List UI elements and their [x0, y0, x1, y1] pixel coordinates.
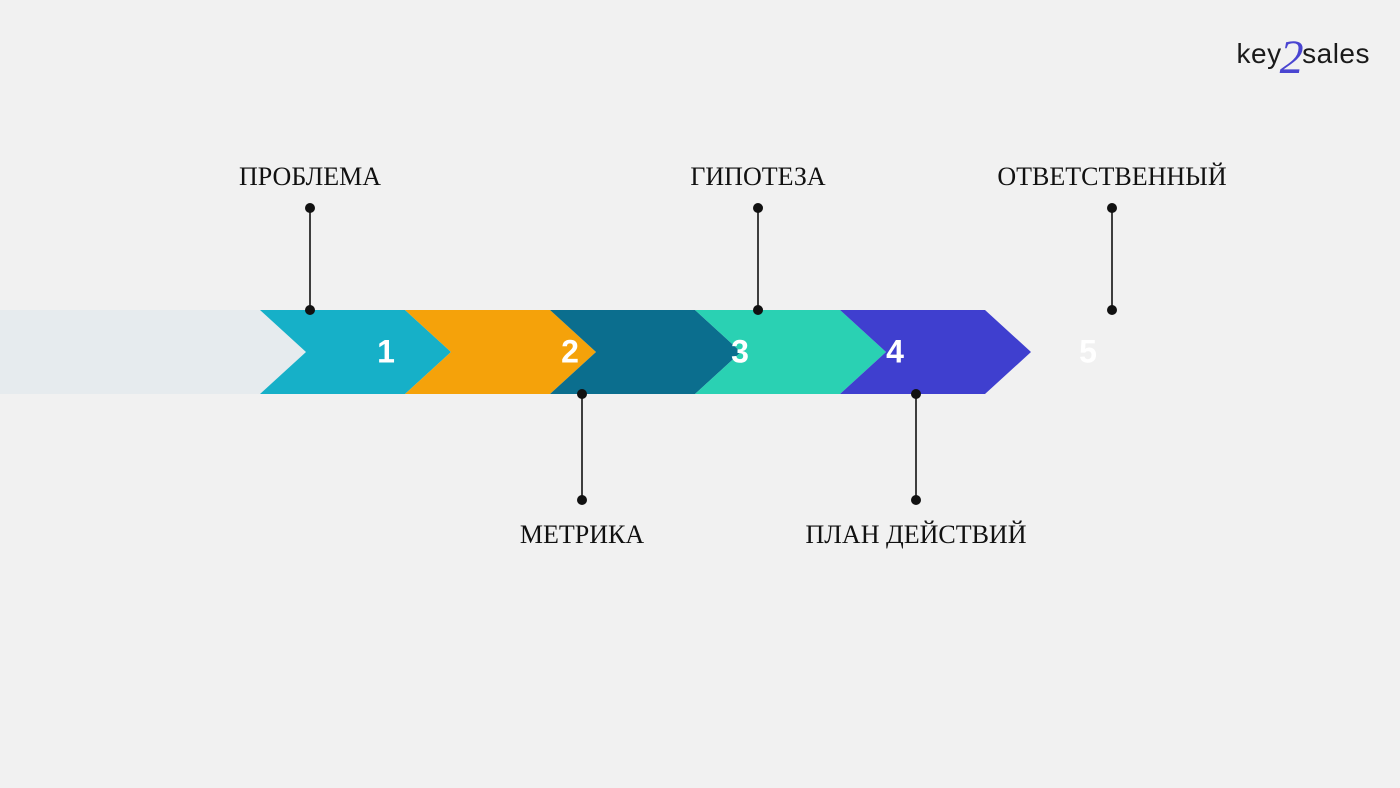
chevron-lead — [0, 310, 306, 394]
step-label-3: ГИПОТЕЗА — [690, 162, 825, 192]
callout-dot-edge-3 — [753, 305, 763, 315]
callout-dot-label-3 — [753, 203, 763, 213]
callout-dot-edge-4 — [911, 389, 921, 399]
step-label-4: ПЛАН ДЕЙСТВИЙ — [806, 520, 1027, 550]
callout-dot-edge-2 — [577, 389, 587, 399]
callout-dot-label-5 — [1107, 203, 1117, 213]
callout-dot-edge-1 — [305, 305, 315, 315]
step-number-5: 5 — [1079, 334, 1097, 371]
chevron-svg — [0, 0, 1400, 788]
step-label-5: ОТВЕТСТВЕННЫЙ — [997, 162, 1226, 192]
callout-dot-label-2 — [577, 495, 587, 505]
callout-dot-label-1 — [305, 203, 315, 213]
step-number-2: 2 — [561, 334, 579, 371]
step-label-1: ПРОБЛЕМА — [239, 162, 381, 192]
step-number-4: 4 — [886, 334, 904, 371]
step-label-2: МЕТРИКА — [520, 520, 644, 550]
callout-dot-edge-5 — [1107, 305, 1117, 315]
step-number-3: 3 — [731, 334, 749, 371]
step-number-1: 1 — [377, 334, 395, 371]
diagram-canvas: key2sales ПРОБЛЕМА1МЕТРИКА2ГИПОТЕЗА3ПЛАН… — [0, 0, 1400, 788]
callout-dot-label-4 — [911, 495, 921, 505]
